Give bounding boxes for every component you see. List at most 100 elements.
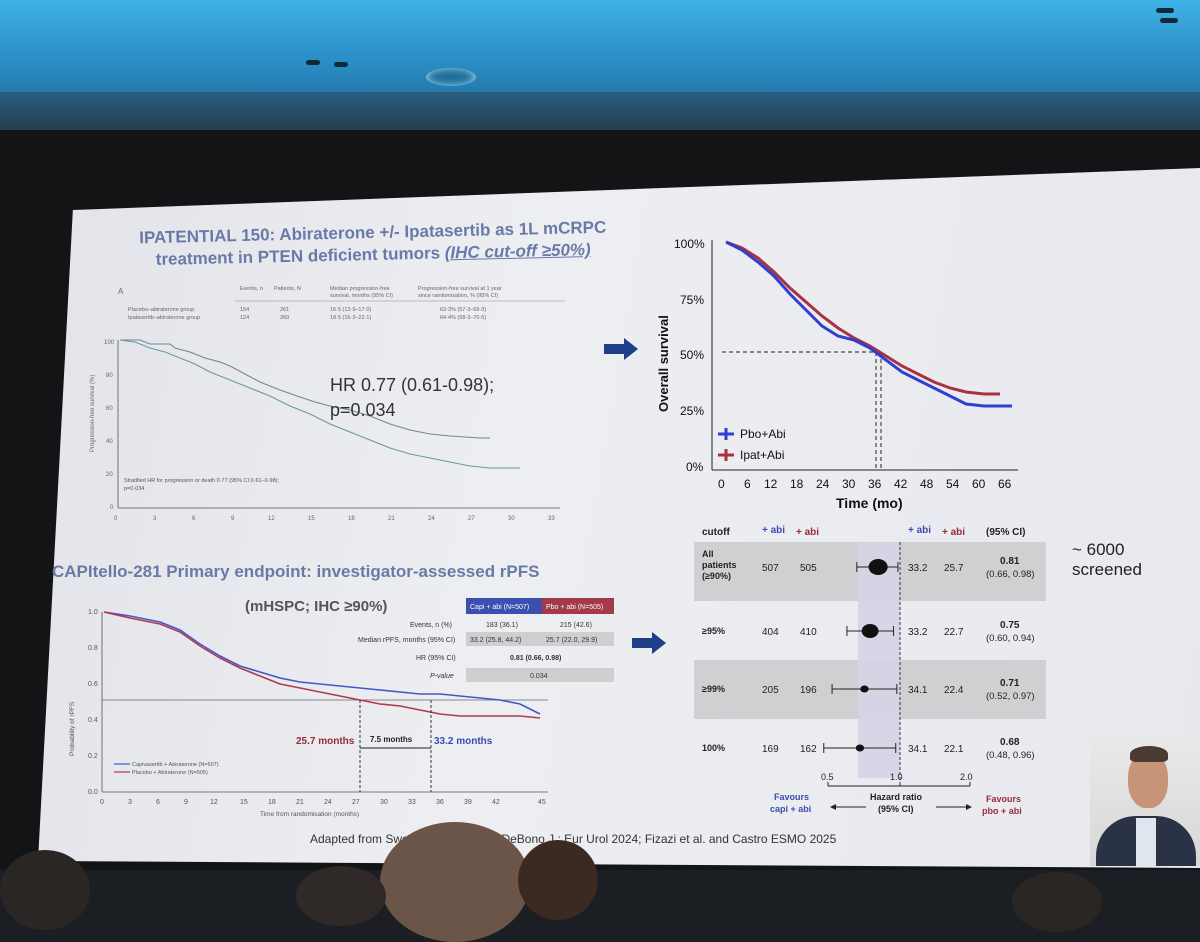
rpfs-y-tick: 0.0	[88, 789, 98, 796]
capi-table-label: P-value	[430, 673, 454, 680]
row-placebo-median: 16·5 (13·9–17·0)	[330, 307, 371, 313]
hazard-ratio-label: Hazard ratio	[870, 792, 923, 802]
stratified-hr-line-1: Stratified HR for progression or death 0…	[124, 478, 279, 484]
forest-median-capi: 34.1	[908, 685, 928, 696]
os-y-tick: 0%	[686, 460, 704, 474]
speaker-hair	[1130, 746, 1168, 762]
os-x-tick: 54	[946, 477, 960, 491]
forest-median-pbo: 22.1	[944, 744, 964, 755]
forest-hr: 0.71	[1000, 678, 1020, 689]
table-header-patients: Patients, N	[274, 286, 301, 292]
x-tick: 6	[192, 516, 196, 522]
ceiling-vent	[306, 60, 320, 65]
capi-table-value: 0.034	[530, 673, 548, 680]
annot-33-2: 33.2 months	[434, 736, 493, 747]
ceiling-vent	[1156, 8, 1174, 13]
x-tick: 15	[308, 516, 315, 522]
capi-table-label: HR (95% CI)	[416, 655, 456, 662]
rpfs-x-tick: 18	[268, 799, 276, 806]
forest-axis-tick-label: 0.5	[821, 772, 834, 782]
os-x-tick: 24	[816, 477, 830, 491]
forest-n-pbo: 162	[800, 744, 817, 755]
x-tick: 21	[388, 516, 395, 522]
x-tick: 12	[268, 516, 275, 522]
ipatential-km-chart: A Events, n Patients, N Median progressi…	[90, 286, 565, 522]
ceiling-vent	[334, 62, 348, 67]
legend-pbo-text: Placebo + Abiraterone (N=505)	[132, 770, 208, 776]
audience-head	[380, 822, 530, 942]
rpfs-y-label: Probability of rPFS	[69, 701, 76, 756]
forest-ci: (0.60, 0.94)	[986, 633, 1035, 644]
forest-cutoff: All	[702, 549, 714, 559]
capi-table-value: 33.2 (25.8, 44.2)	[470, 637, 521, 644]
favours-left-1: Favours	[774, 792, 809, 802]
rpfs-y-tick: 0.4	[88, 717, 98, 724]
rpfs-y-tick: 0.8	[88, 645, 98, 652]
rpfs-x-tick: 24	[324, 799, 332, 806]
screened-count: ~ 6000	[1072, 540, 1125, 559]
forest-n-capi: 169	[762, 744, 779, 755]
x-tick: 3	[153, 516, 157, 522]
os-legend: Pbo+Abi Ipat+Abi	[718, 427, 786, 462]
y-tick: 40	[106, 439, 113, 445]
table-header-median-2: survival, months (95% CI)	[330, 293, 393, 299]
forest-point-estimate	[861, 624, 879, 638]
forest-cutoff: ≥95%	[702, 626, 725, 636]
forest-median-pbo: 22.4	[944, 685, 964, 696]
os-y-tick: 50%	[680, 348, 704, 362]
col-capi-header-bg	[466, 598, 542, 614]
capitello-subtitle: (mHSPC; IHC ≥90%)	[245, 598, 388, 615]
forest-hr: 0.68	[1000, 737, 1020, 748]
forest-ci: (0.52, 0.97)	[986, 691, 1035, 702]
row-placebo-patients: 261	[280, 307, 289, 313]
rpfs-x-tick: 6	[156, 799, 160, 806]
row-ipat-patients: 260	[280, 315, 289, 321]
os-x-tick: 60	[972, 477, 986, 491]
rpfs-y-tick: 1.0	[88, 609, 98, 616]
os-y-tick: 100%	[674, 237, 705, 251]
rpfs-x-tick: 0	[100, 799, 104, 806]
capi-table-value: 25.7 (22.0, 29.9)	[546, 637, 597, 644]
forest-header-pbo-med: + abi	[942, 527, 965, 538]
legend-pbo-label: Pbo+Abi	[740, 427, 786, 441]
forest-n-capi: 205	[762, 685, 779, 696]
forest-median-capi: 34.1	[908, 744, 928, 755]
table-header-events: Events, n	[240, 286, 263, 292]
forest-median-capi: 33.2	[908, 627, 928, 638]
forest-header-hr: (95% CI)	[986, 527, 1025, 538]
os-y-tick: 25%	[680, 404, 704, 418]
x-tick: 9	[231, 516, 235, 522]
capi-table-value: 215 (42.6)	[560, 622, 592, 629]
annot-25-7: 25.7 months	[296, 736, 355, 747]
favours-left-2: capi + abi	[770, 804, 811, 814]
capi-table-value: 183 (36.1)	[486, 622, 518, 629]
rpfs-x-tick: 3	[128, 799, 132, 806]
forest-header-pbo-n: + abi	[796, 527, 819, 538]
os-x-tick: 66	[998, 477, 1012, 491]
forest-hr: 0.75	[1000, 620, 1020, 631]
rpfs-x-tick: 42	[492, 799, 500, 806]
os-y-tick: 75%	[680, 293, 704, 307]
col-pbo-header: Pbo + abi (N=505)	[546, 604, 603, 611]
rpfs-x-tick: 33	[408, 799, 416, 806]
table-row-bg	[466, 668, 614, 682]
os-x-tick: 18	[790, 477, 804, 491]
audience-head	[518, 840, 598, 920]
forest-axis-tick-label: 2.0	[960, 772, 973, 782]
arrow-right-icon	[632, 632, 666, 654]
forest-header-cutoff: cutoff	[702, 527, 730, 538]
table-row-bg	[466, 632, 614, 646]
os-x-tick: 30	[842, 477, 856, 491]
os-x-tick: 12	[764, 477, 778, 491]
forest-ci: (0.48, 0.96)	[986, 750, 1035, 761]
col-pbo-header-bg	[542, 598, 614, 614]
y-axis-label: Progression-free survival (%)	[90, 375, 96, 452]
forest-cutoff: (≥90%)	[702, 571, 731, 581]
table-header-one-year-2: since randomisation, % (95% CI)	[418, 293, 498, 299]
rpfs-x-tick: 9	[184, 799, 188, 806]
capi-table-label: Events, n (%)	[410, 622, 452, 629]
rpfs-y-tick: 0.2	[88, 753, 98, 760]
row-ipat-one-year: 64·4% (58·3–70·5)	[440, 315, 486, 321]
capi-table-label: Median rPFS, months (95% CI)	[358, 637, 455, 644]
rpfs-x-tick: 30	[380, 799, 388, 806]
